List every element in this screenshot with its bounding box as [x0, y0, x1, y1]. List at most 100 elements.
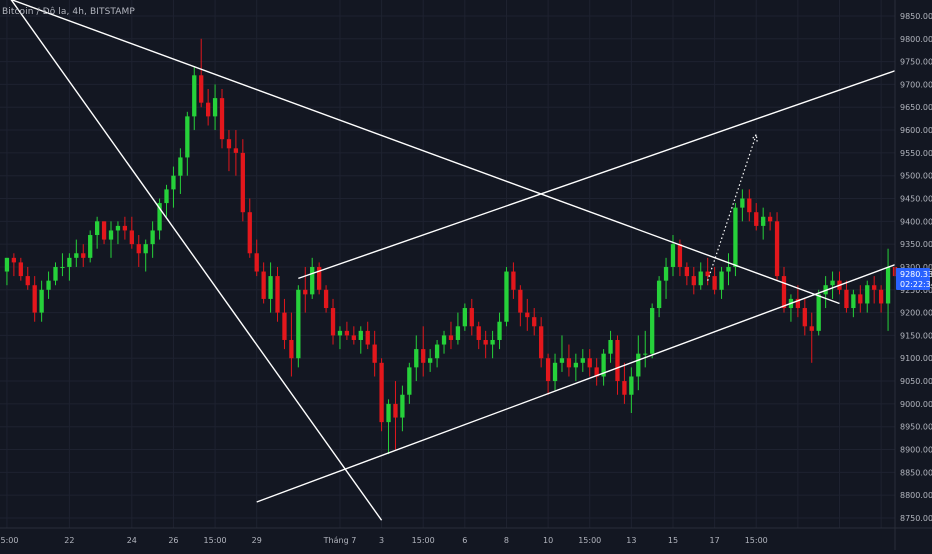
candle-body [185, 116, 190, 158]
trendline [256, 264, 896, 503]
price-axis[interactable]: 8750.00 8800.00 8850.00 8900.00 8950.00 9000.… [894, 0, 932, 550]
candle-body [747, 198, 752, 213]
last-price-box [896, 267, 930, 290]
candle-body [587, 358, 592, 368]
candle-body [53, 266, 58, 281]
candle-body [164, 189, 169, 204]
candle-body [629, 376, 634, 395]
price-tick-label: 9200.00 [900, 309, 932, 318]
candle-body [60, 266, 65, 268]
candle-body [261, 271, 266, 299]
candle-body [580, 358, 585, 363]
candle-body [303, 289, 308, 295]
candle-body [39, 289, 44, 313]
price-tick-label: 8900.00 [900, 446, 932, 455]
price-tick-label: 9000.00 [900, 400, 932, 409]
candle-body [497, 321, 502, 340]
candle-body [199, 75, 204, 103]
candle-body [643, 353, 648, 355]
candle-body [74, 253, 79, 258]
candle-body [754, 212, 759, 226]
price-tick-label: 8850.00 [900, 468, 932, 477]
price-tick-label: 9350.00 [900, 240, 932, 249]
candle-body [733, 207, 738, 267]
candle-body [344, 330, 350, 336]
time-tick-label: 26 [168, 536, 178, 545]
candle-body [247, 212, 252, 254]
price-tick-label: 8750.00 [900, 514, 932, 523]
projection-arrow-head [750, 133, 758, 142]
candle-body [761, 216, 766, 226]
candle-body [684, 266, 690, 277]
price-tick-label: 9750.00 [900, 58, 932, 67]
candle-body [310, 266, 315, 295]
price-tick-label: 9400.00 [900, 217, 932, 226]
trendlines[interactable] [0, 0, 896, 521]
candle-body [81, 253, 86, 258]
candle-body [136, 244, 141, 254]
candle-body [469, 308, 474, 327]
candle-body [559, 358, 565, 363]
candle-body [365, 330, 370, 345]
candles [4, 38, 898, 455]
last-price-label: 9280.33 [900, 270, 932, 279]
candle-body [178, 157, 183, 176]
candle-body [122, 225, 128, 231]
candle-body [407, 367, 412, 395]
candle-body [115, 225, 121, 231]
candle-body [67, 257, 72, 267]
time-tick-label: 17 [710, 536, 720, 545]
candle-body [32, 285, 37, 313]
candle-body [511, 271, 516, 290]
candle-body [268, 276, 273, 299]
time-axis[interactable]: 15:00 22 24 26 15:00 29 Tháng 7 3 15:00 6 8 10 15:00… [0, 527, 932, 545]
candle-body [566, 358, 572, 368]
price-tick-label: 9050.00 [900, 377, 932, 386]
candle-body [615, 339, 620, 382]
candle-body [670, 244, 676, 267]
trendline [10, 0, 383, 521]
candle-body [816, 294, 821, 331]
candle-body [150, 230, 155, 245]
candle-body [372, 344, 377, 363]
candle-body [108, 230, 114, 240]
price-tick-label: 9800.00 [900, 35, 932, 44]
candle-body [143, 244, 148, 254]
price-tick-label: 9500.00 [900, 172, 932, 181]
candle-body [455, 326, 461, 340]
price-tick-label: 9250.00 [900, 286, 932, 295]
price-tick-label: 8950.00 [900, 423, 932, 432]
candle-body [636, 353, 641, 377]
price-tick-label: 9450.00 [900, 195, 932, 204]
time-tick-label: 15:00 [412, 536, 435, 545]
candle-body [25, 276, 30, 286]
candle-body [171, 175, 176, 190]
candle-body [719, 271, 724, 290]
candle-body [441, 335, 447, 345]
symbol-title: Bitcoin / Đô la, 4h, BITSTAMP [2, 7, 135, 17]
candle-body [428, 358, 433, 363]
time-tick-label: 8 [504, 536, 509, 545]
candle-body [101, 221, 107, 240]
candle-body [205, 102, 211, 117]
candle-body [219, 98, 225, 140]
time-tick-label: 29 [252, 536, 262, 545]
grid-lines [0, 0, 895, 528]
candle-body [316, 266, 322, 290]
price-tick-label: 9300.00 [900, 263, 932, 272]
candle-body [434, 344, 440, 359]
candle-body [878, 289, 884, 304]
time-tick-label: 6 [462, 536, 467, 545]
candle-body [691, 276, 696, 286]
candle-body [705, 271, 710, 277]
candle-body [573, 362, 579, 368]
candle-body [483, 339, 488, 345]
price-tick-label: 9700.00 [900, 80, 932, 89]
candle-body [774, 221, 780, 277]
candle-body [532, 317, 537, 327]
candle-body [539, 326, 544, 359]
candle-body [88, 235, 93, 258]
